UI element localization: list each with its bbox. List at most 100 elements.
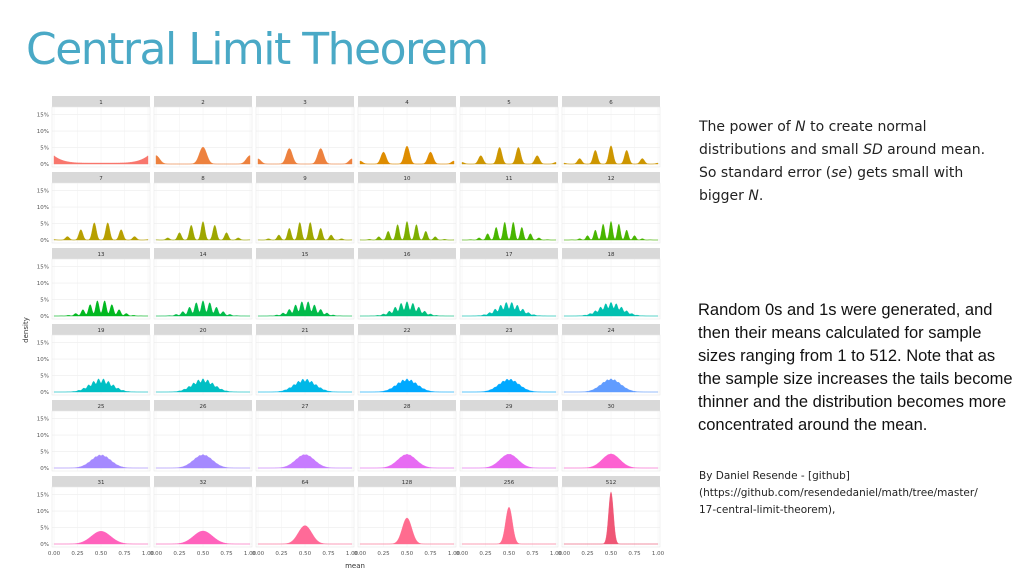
slide-title: Central Limit Theorem <box>26 24 489 75</box>
density-area <box>155 146 251 165</box>
facet-label: 30 <box>608 404 615 410</box>
facet-panel: 2 <box>153 96 253 168</box>
density-area <box>564 301 658 317</box>
facet-label: 23 <box>506 328 513 334</box>
facet-strip <box>562 476 660 487</box>
y-tick-label: 0% <box>40 390 49 396</box>
facet-strip <box>154 96 252 107</box>
facet-panel: 13 0% 5% 10% 15% <box>37 248 151 320</box>
facet-label: 1 <box>99 100 103 106</box>
facet-strip <box>154 400 252 411</box>
y-tick-label: 15% <box>37 264 49 270</box>
density-area <box>258 301 352 317</box>
facet-label: 9 <box>303 176 307 182</box>
facet-panel: 6 <box>561 96 661 168</box>
facet-label: 29 <box>506 404 513 410</box>
facet-panel: 5 <box>459 96 559 168</box>
facet-label: 128 <box>402 480 413 486</box>
x-tick-label: 0.00 <box>252 551 265 557</box>
density-area <box>461 147 557 165</box>
facet-label: 21 <box>302 328 309 334</box>
facet-label: 27 <box>302 404 309 410</box>
y-tick-label: 5% <box>40 449 49 455</box>
y-tick-label: 10% <box>37 433 49 439</box>
facet-panel: 3 <box>255 96 355 168</box>
density-area <box>53 300 149 317</box>
facet-strip <box>562 400 660 411</box>
density-area <box>257 148 353 165</box>
y-tick-label: 10% <box>37 129 49 135</box>
attribution-text: By Daniel Resende - [github] (https://git… <box>699 468 999 519</box>
density-area <box>156 378 250 393</box>
facet-panel: 25 0% 5% 10% 15% <box>37 400 151 472</box>
facet-panel: 28 <box>357 400 457 472</box>
density-area <box>258 454 352 469</box>
facet-strip <box>52 324 150 335</box>
facet-panel: 9 <box>255 172 355 244</box>
facet-label: 6 <box>609 100 613 106</box>
y-tick-label: 15% <box>37 416 49 422</box>
x-tick-label: 1.00 <box>652 551 665 557</box>
facet-label: 22 <box>404 328 411 334</box>
facet-panel: 128 0.00 0.25 0.50 0.75 1.00 <box>354 476 461 557</box>
x-tick-label: 0.00 <box>48 551 61 557</box>
facet-strip <box>358 248 456 259</box>
facet-label: 11 <box>506 176 513 182</box>
facet-label: 19 <box>98 328 105 334</box>
y-tick-label: 0% <box>40 542 49 548</box>
facet-strip <box>256 400 354 411</box>
facet-strip <box>460 324 558 335</box>
facet-panel: 10 <box>357 172 457 244</box>
facet-panel: 64 0.00 0.25 0.50 0.75 1.00 <box>252 476 359 557</box>
x-tick-label: 1.00 <box>448 551 461 557</box>
x-tick-label: 0.00 <box>456 551 469 557</box>
facet-strip <box>52 96 150 107</box>
facet-panel: 31 0% 5% 10% 15% 0.00 0.25 0.50 0.75 1.00 <box>37 476 155 557</box>
density-area <box>54 454 148 469</box>
facet-label: 512 <box>606 480 617 486</box>
y-tick-label: 15% <box>37 492 49 498</box>
density-area <box>54 378 148 393</box>
x-tick-label: 1.00 <box>550 551 563 557</box>
x-tick-label: 1.00 <box>142 551 155 557</box>
facet-strip <box>460 96 558 107</box>
x-tick-label: 0.50 <box>95 551 108 557</box>
y-tick-label: 5% <box>40 525 49 531</box>
x-tick-label: 0.75 <box>628 551 641 557</box>
facet-strip <box>154 248 252 259</box>
x-tick-label: 0.25 <box>581 551 594 557</box>
facet-label: 32 <box>200 480 207 486</box>
density-area <box>156 530 250 545</box>
facet-label: 8 <box>201 176 205 182</box>
facet-panel: 11 <box>459 172 559 244</box>
facet-strip <box>256 324 354 335</box>
facet-panel: 30 <box>561 400 661 472</box>
density-area <box>360 301 454 317</box>
facet-label: 18 <box>608 252 615 258</box>
y-tick-label: 10% <box>37 205 49 211</box>
density-area <box>461 222 557 241</box>
facet-strip <box>154 476 252 487</box>
density-area <box>359 145 455 165</box>
facet-strip <box>52 476 150 487</box>
y-tick-label: 10% <box>37 357 49 363</box>
facet-label: 20 <box>200 328 207 334</box>
density-area <box>462 506 556 545</box>
facet-panel: 26 <box>153 400 253 472</box>
density-area <box>360 454 454 469</box>
facet-strip <box>52 248 150 259</box>
facet-label: 3 <box>303 100 307 106</box>
attribution-line: 17-central-limit-theorem), <box>699 504 836 516</box>
x-tick-label: 0.00 <box>354 551 367 557</box>
facet-panel: 20 <box>153 324 253 396</box>
facet-panel: 15 <box>255 248 355 320</box>
x-tick-label: 0.50 <box>503 551 516 557</box>
x-tick-label: 0.25 <box>173 551 186 557</box>
facet-label: 25 <box>98 404 105 410</box>
facet-strip <box>562 172 660 183</box>
facet-strip <box>52 172 150 183</box>
x-tick-label: 1.00 <box>346 551 359 557</box>
facet-strip <box>52 400 150 411</box>
density-area <box>462 378 556 393</box>
y-tick-label: 5% <box>40 297 49 303</box>
